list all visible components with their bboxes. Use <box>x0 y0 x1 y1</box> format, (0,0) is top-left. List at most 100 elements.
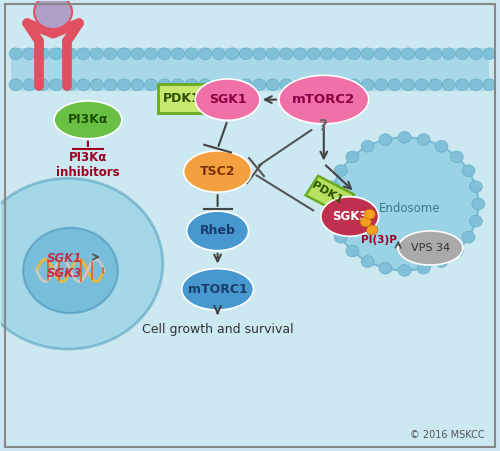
Circle shape <box>374 48 388 60</box>
Circle shape <box>212 79 225 91</box>
Circle shape <box>327 215 340 227</box>
Circle shape <box>442 79 455 91</box>
Circle shape <box>472 198 485 210</box>
Circle shape <box>462 165 475 176</box>
Circle shape <box>212 48 225 60</box>
Circle shape <box>346 245 359 257</box>
Circle shape <box>118 79 130 91</box>
Circle shape <box>435 140 448 152</box>
Text: SGK3: SGK3 <box>332 210 368 223</box>
Circle shape <box>456 79 468 91</box>
Circle shape <box>253 79 266 91</box>
Circle shape <box>77 79 90 91</box>
Text: mTORC2: mTORC2 <box>292 93 356 106</box>
Circle shape <box>442 48 455 60</box>
Circle shape <box>334 165 347 176</box>
Circle shape <box>172 79 184 91</box>
Circle shape <box>36 79 49 91</box>
Circle shape <box>415 79 428 91</box>
Circle shape <box>374 79 388 91</box>
Circle shape <box>320 48 334 60</box>
Ellipse shape <box>195 79 260 120</box>
Circle shape <box>226 48 238 60</box>
Circle shape <box>198 79 211 91</box>
Circle shape <box>280 48 293 60</box>
Text: ?: ? <box>320 119 328 134</box>
Text: PDK1: PDK1 <box>310 180 344 205</box>
Text: SGK1: SGK1 <box>209 93 246 106</box>
Circle shape <box>417 262 430 274</box>
Text: VPS 34: VPS 34 <box>411 243 450 253</box>
Circle shape <box>0 178 162 349</box>
Circle shape <box>239 48 252 60</box>
Ellipse shape <box>186 211 248 251</box>
Circle shape <box>402 79 414 91</box>
Circle shape <box>307 48 320 60</box>
Circle shape <box>366 225 378 235</box>
Circle shape <box>470 48 482 60</box>
Circle shape <box>185 48 198 60</box>
Circle shape <box>50 79 62 91</box>
Circle shape <box>320 79 334 91</box>
Circle shape <box>379 262 392 274</box>
Circle shape <box>266 48 280 60</box>
Circle shape <box>77 48 90 60</box>
Text: PI3Kα: PI3Kα <box>68 113 108 126</box>
Circle shape <box>118 48 130 60</box>
Circle shape <box>34 0 72 29</box>
Circle shape <box>348 48 360 60</box>
Circle shape <box>280 79 293 91</box>
Circle shape <box>104 79 117 91</box>
Circle shape <box>450 245 463 257</box>
Circle shape <box>9 79 22 91</box>
Text: Rheb: Rheb <box>200 225 235 237</box>
Text: TSC2: TSC2 <box>200 165 235 178</box>
Circle shape <box>402 48 414 60</box>
Circle shape <box>144 79 158 91</box>
Text: PI(3)P: PI(3)P <box>360 235 396 245</box>
Circle shape <box>470 215 482 227</box>
Circle shape <box>428 48 442 60</box>
Circle shape <box>462 231 475 243</box>
Circle shape <box>364 209 375 219</box>
Circle shape <box>334 231 347 243</box>
Circle shape <box>158 79 171 91</box>
Circle shape <box>361 256 374 267</box>
Circle shape <box>158 48 171 60</box>
Circle shape <box>90 79 104 91</box>
FancyBboxPatch shape <box>158 84 204 113</box>
Circle shape <box>104 48 117 60</box>
Circle shape <box>428 79 442 91</box>
Circle shape <box>131 48 144 60</box>
Circle shape <box>456 48 468 60</box>
Circle shape <box>346 151 359 163</box>
Circle shape <box>388 48 401 60</box>
Circle shape <box>131 79 144 91</box>
Circle shape <box>9 48 22 60</box>
Circle shape <box>50 48 62 60</box>
Circle shape <box>36 48 49 60</box>
Circle shape <box>144 48 158 60</box>
Circle shape <box>22 79 36 91</box>
FancyBboxPatch shape <box>306 176 354 214</box>
Ellipse shape <box>54 101 122 139</box>
Ellipse shape <box>398 231 463 265</box>
Circle shape <box>360 217 371 227</box>
Circle shape <box>198 48 211 60</box>
Circle shape <box>324 198 338 210</box>
Circle shape <box>398 132 411 143</box>
Circle shape <box>64 79 76 91</box>
Ellipse shape <box>184 151 252 192</box>
Circle shape <box>331 138 478 271</box>
Circle shape <box>266 79 280 91</box>
Circle shape <box>415 48 428 60</box>
Text: © 2016 MSKCC: © 2016 MSKCC <box>410 430 484 441</box>
Circle shape <box>239 79 252 91</box>
Circle shape <box>334 48 347 60</box>
Circle shape <box>361 140 374 152</box>
Text: mTORC1: mTORC1 <box>188 283 248 296</box>
Circle shape <box>23 228 118 313</box>
Circle shape <box>361 79 374 91</box>
Circle shape <box>483 48 496 60</box>
Bar <box>10 48 490 91</box>
